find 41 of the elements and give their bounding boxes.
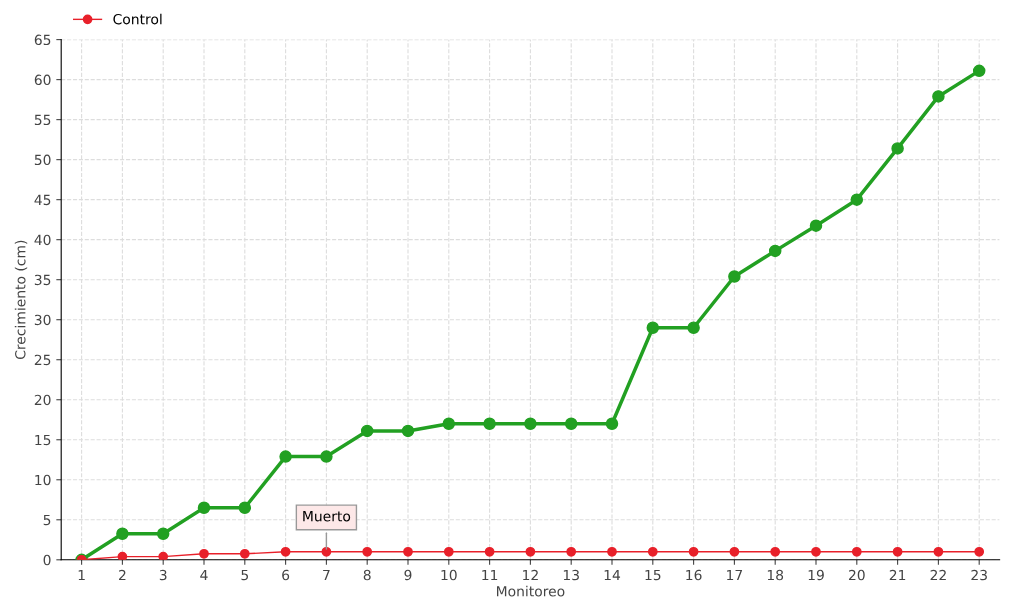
x-tick-label: 17 — [727, 569, 743, 581]
x-tick-label: 11 — [482, 569, 498, 581]
x-tick-label: 19 — [808, 569, 824, 581]
y-tick-label: 55 — [34, 114, 51, 126]
y-tick-label: 20 — [34, 394, 51, 406]
x-tick-label: 2 — [119, 569, 126, 581]
x-tick-label: 16 — [686, 569, 702, 581]
x-tick-label: 8 — [363, 569, 371, 581]
y-tick-label: 5 — [43, 514, 51, 526]
y-tick-label: 15 — [35, 434, 51, 446]
x-tick-label: 7 — [323, 569, 330, 581]
x-tick-label: 21 — [889, 569, 906, 581]
x-tick-label: 15 — [645, 569, 661, 581]
x-tick-label: 3 — [159, 569, 167, 581]
y-tick-label: 40 — [34, 234, 51, 246]
y-tick-label: 65 — [34, 34, 51, 46]
x-tick-label: 4 — [200, 569, 208, 581]
annotation: Muerto — [303, 511, 351, 522]
x-tick-label: 20 — [848, 569, 865, 581]
x-tick-label: 23 — [971, 569, 987, 581]
y-tick-label: 45 — [34, 194, 51, 206]
x-tick-label: 18 — [767, 569, 784, 581]
x-axis-title: Monitoreo — [497, 585, 565, 597]
x-tick-label: 1 — [78, 569, 85, 581]
y-tick-label: 50 — [34, 154, 51, 166]
y-tick-label: 30 — [34, 314, 51, 326]
y-tick-label: 25 — [34, 354, 51, 366]
x-tick-label: 12 — [523, 569, 538, 581]
x-tick-label: 13 — [563, 569, 579, 581]
y-tick-label: 60 — [34, 74, 51, 86]
y-axis-title: Crecimiento (cm) — [14, 240, 28, 360]
x-tick-label: 10 — [441, 569, 457, 581]
y-tick-label: 0 — [43, 554, 51, 566]
y-tick-label: 35 — [34, 274, 51, 286]
x-tick-label: 5 — [241, 569, 249, 581]
y-tick-label: 10 — [35, 474, 51, 486]
x-tick-label: 22 — [930, 569, 946, 581]
x-tick-label: 6 — [282, 569, 290, 581]
x-tick-label: 9 — [404, 569, 412, 581]
x-tick-label: 14 — [604, 569, 621, 581]
legend-label: Control — [113, 13, 162, 25]
